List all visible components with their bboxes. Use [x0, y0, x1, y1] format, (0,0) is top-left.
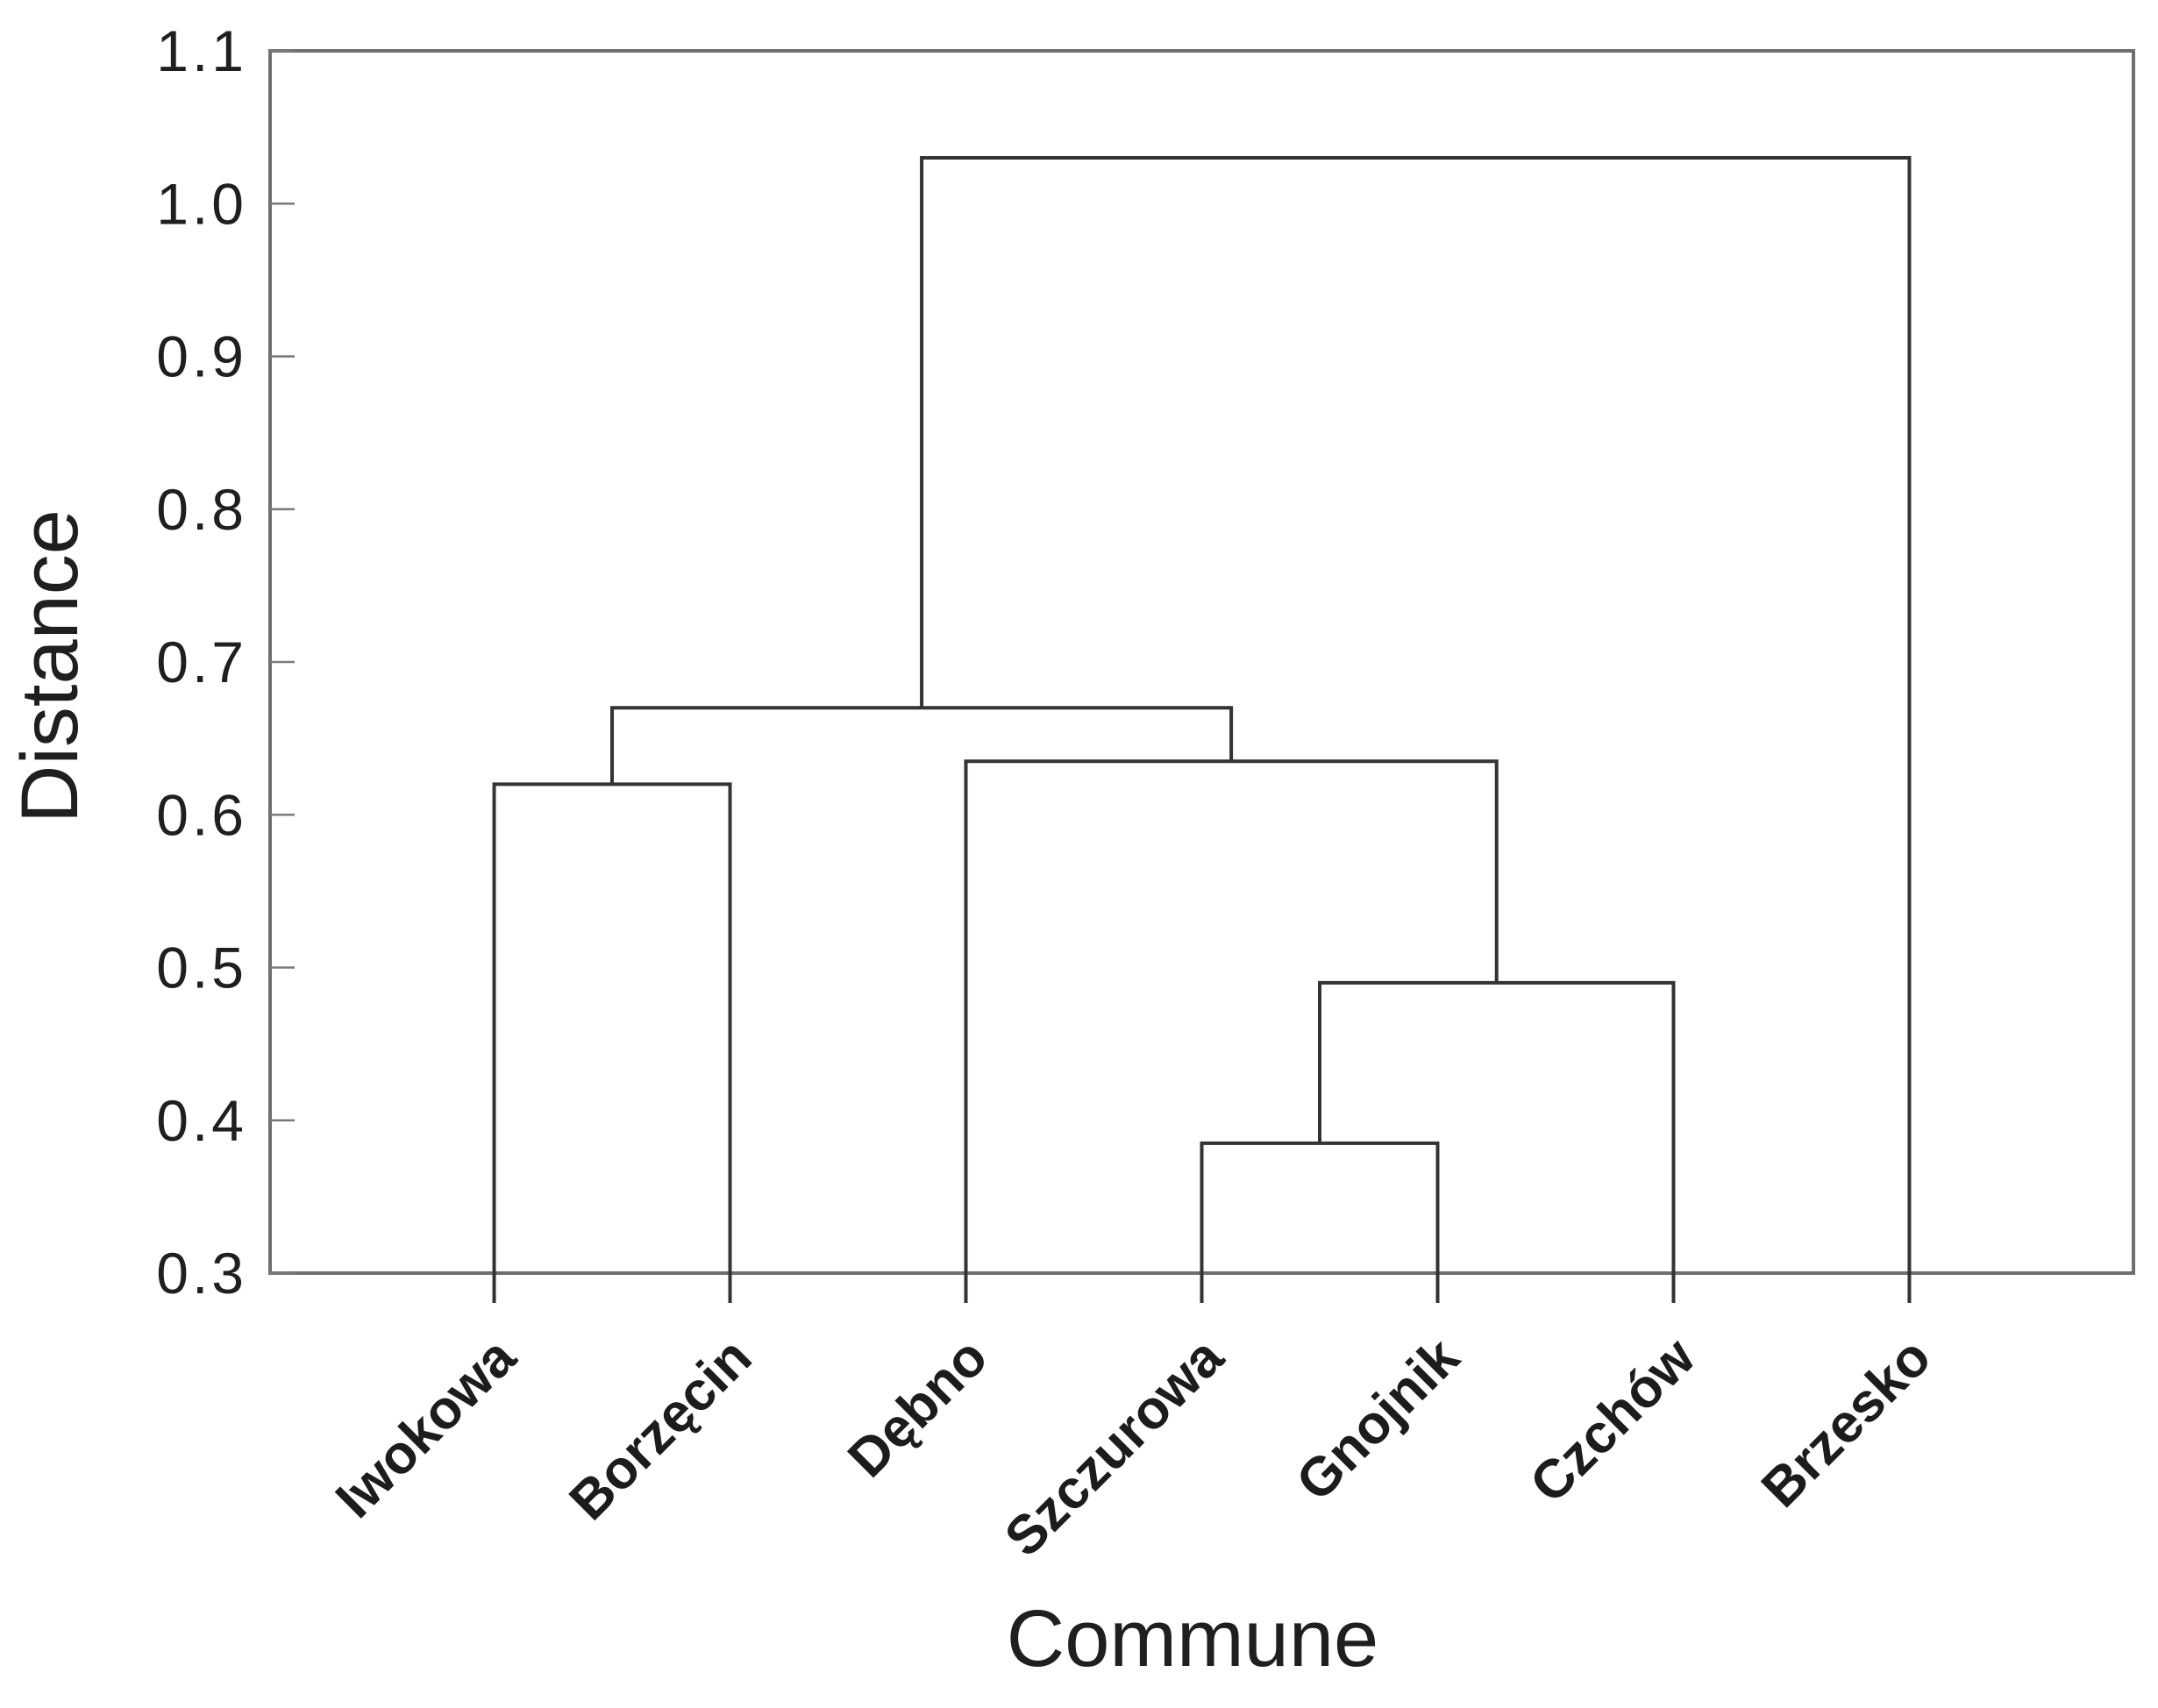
y-tick-label: 0.4	[156, 1088, 247, 1153]
y-tick-label: 0.6	[156, 782, 247, 847]
plot-area: 1.1 1.0 0.9 0.8 0.7 0.6 0.5 0.4 0.3 Iwokowa Borzęc…	[156, 18, 2135, 1569]
y-tick-label: 1.1	[156, 18, 247, 83]
y-tick-label: 0.7	[156, 630, 247, 694]
leaf-label: Czchów	[1519, 1327, 1707, 1515]
y-tick-label: 0.5	[156, 936, 247, 1000]
y-tick-label: 0.3	[156, 1241, 247, 1306]
leaf-label: Brzesko	[1750, 1327, 1942, 1519]
leaf-label: Borzęcin	[558, 1327, 763, 1532]
y-axis-title: Distance	[5, 509, 95, 823]
dendrogram-links	[492, 155, 1912, 1303]
plot-frame	[268, 49, 2135, 1275]
y-tick-label: 0.9	[156, 324, 247, 389]
y-tick-label: 1.0	[156, 171, 247, 236]
x-axis-title: Commune	[1007, 1594, 1378, 1683]
leaf-label: Gnojnik	[1285, 1327, 1471, 1512]
y-tick-label: 0.8	[156, 477, 247, 542]
leaf-label: Szczurowa	[994, 1327, 1236, 1569]
leaf-label: Dębno	[837, 1327, 999, 1489]
leaf-label: Iwokowa	[324, 1327, 528, 1530]
